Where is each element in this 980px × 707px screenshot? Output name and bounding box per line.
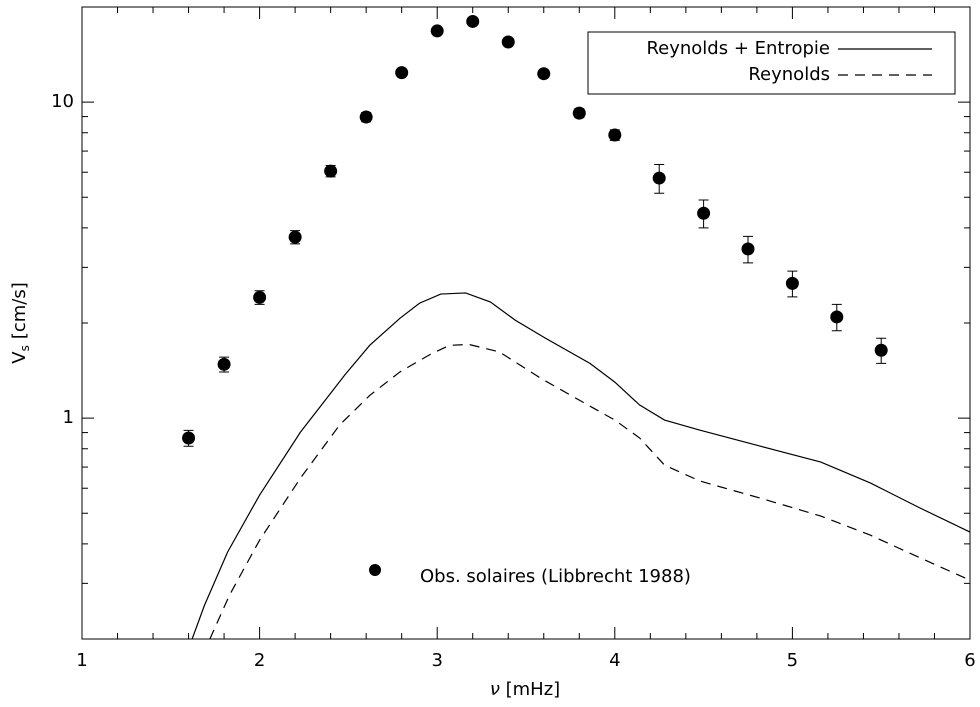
data-point bbox=[324, 164, 338, 178]
data-point bbox=[652, 171, 666, 185]
data-point bbox=[395, 66, 409, 80]
data-point bbox=[874, 343, 888, 357]
data-point bbox=[785, 276, 799, 290]
y-tick-label: 1 bbox=[63, 407, 74, 428]
line bbox=[191, 292, 970, 639]
y-tick-label: 10 bbox=[51, 91, 74, 112]
x-tick-label: 6 bbox=[964, 650, 975, 671]
y-label-symbol: V bbox=[9, 351, 30, 364]
x-tick-label: 3 bbox=[431, 650, 442, 671]
data-point bbox=[501, 35, 515, 49]
data-point bbox=[608, 128, 622, 142]
line bbox=[209, 343, 970, 639]
x-label-symbol: ν bbox=[490, 679, 500, 700]
data-point bbox=[217, 357, 231, 371]
y-label-subscript: s bbox=[18, 345, 32, 351]
y-label-unit: [cm/s] bbox=[9, 282, 30, 339]
data-point bbox=[572, 106, 586, 120]
annotation-text: Obs. solaires (Libbrecht 1988) bbox=[420, 566, 691, 587]
data-point bbox=[466, 14, 480, 28]
x-label-unit: [mHz] bbox=[506, 679, 561, 700]
legend-label: Reynolds + Entropie bbox=[646, 38, 830, 59]
data-point bbox=[288, 230, 302, 244]
data-point bbox=[697, 206, 711, 220]
data-point bbox=[430, 24, 444, 38]
data-point bbox=[741, 242, 755, 256]
data-point bbox=[537, 67, 551, 81]
legend-label: Reynolds bbox=[748, 64, 830, 85]
x-tick-label: 4 bbox=[609, 650, 620, 671]
annotation-marker bbox=[369, 564, 381, 576]
x-tick-label: 1 bbox=[76, 650, 87, 671]
legend-box bbox=[587, 31, 956, 95]
y-axis-label: Vs [cm/s] bbox=[9, 282, 32, 364]
plot-area bbox=[182, 14, 970, 639]
x-axis-label: ν [mHz] bbox=[490, 679, 560, 700]
data-point bbox=[253, 290, 267, 304]
data-point bbox=[182, 431, 196, 445]
data-point bbox=[359, 110, 373, 124]
data-point bbox=[830, 310, 844, 324]
x-tick-label: 5 bbox=[787, 650, 798, 671]
x-tick-label: 2 bbox=[254, 650, 265, 671]
